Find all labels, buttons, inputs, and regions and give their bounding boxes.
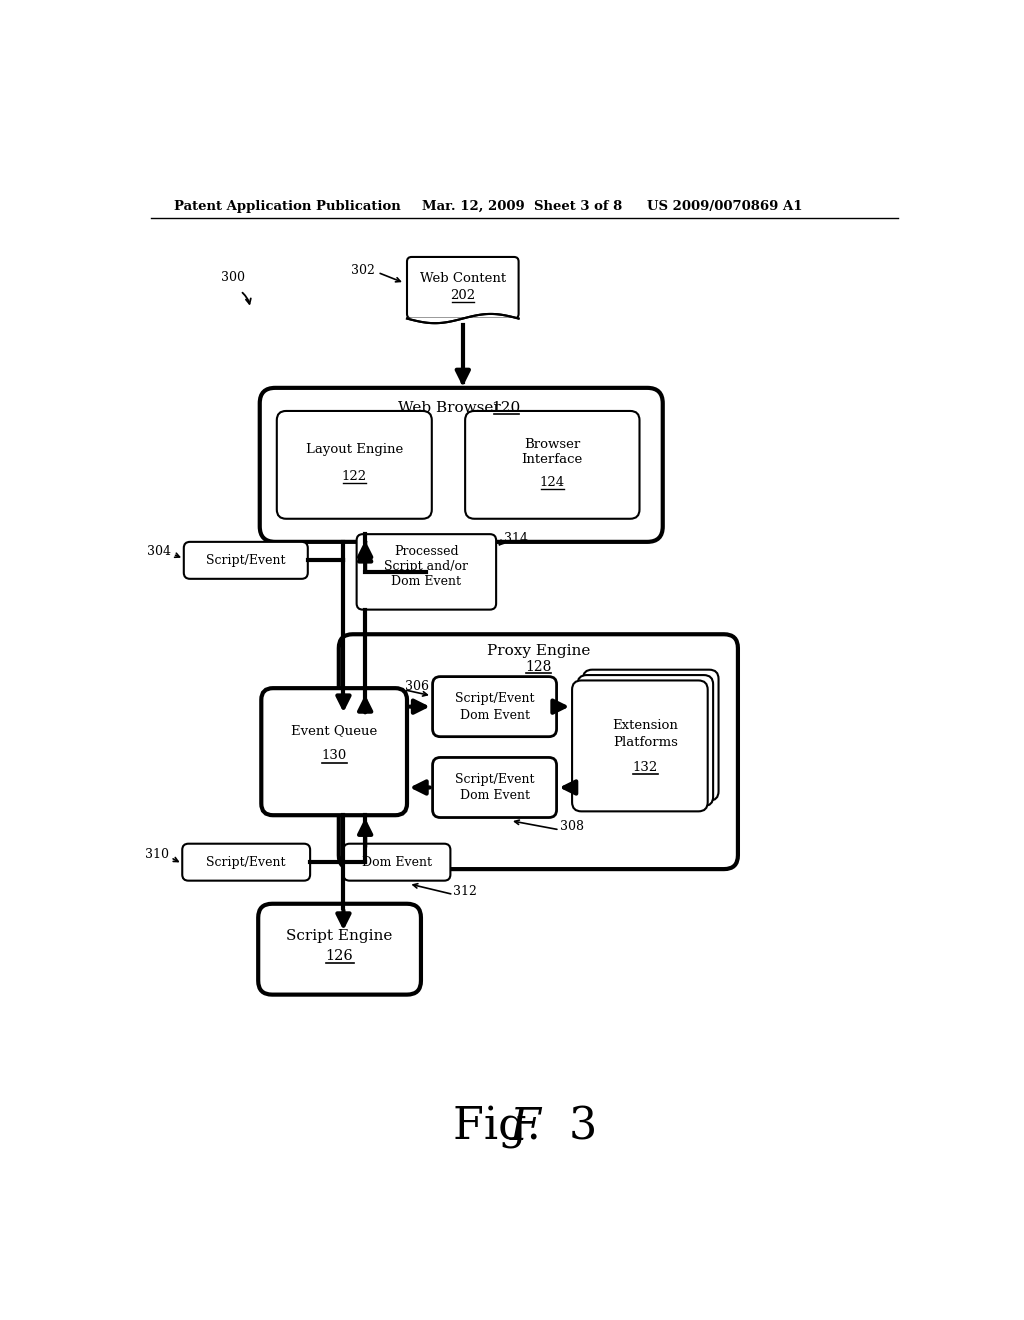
FancyBboxPatch shape — [578, 675, 713, 807]
Text: Proxy Engine: Proxy Engine — [486, 644, 590, 659]
FancyBboxPatch shape — [407, 257, 518, 318]
FancyBboxPatch shape — [183, 543, 308, 579]
Text: 306: 306 — [404, 680, 429, 693]
Text: 202: 202 — [451, 289, 475, 302]
Text: Dom Event: Dom Event — [391, 576, 462, 589]
FancyBboxPatch shape — [465, 411, 640, 519]
Text: Script Engine: Script Engine — [287, 929, 393, 942]
Text: 132: 132 — [633, 760, 658, 774]
Text: Dom Event: Dom Event — [460, 789, 529, 803]
FancyBboxPatch shape — [432, 758, 557, 817]
Text: Extension: Extension — [612, 718, 678, 731]
Text: 128: 128 — [525, 660, 552, 673]
FancyBboxPatch shape — [339, 635, 738, 869]
FancyBboxPatch shape — [343, 843, 451, 880]
Text: Layout Engine: Layout Engine — [306, 444, 402, 455]
Text: Interface: Interface — [521, 453, 583, 466]
Text: Platforms: Platforms — [613, 735, 678, 748]
Text: 314: 314 — [504, 532, 528, 545]
FancyBboxPatch shape — [432, 677, 557, 737]
Text: Script and/or: Script and/or — [384, 560, 468, 573]
Text: 304: 304 — [146, 545, 171, 557]
Text: Event Queue: Event Queue — [291, 723, 377, 737]
Text: 130: 130 — [322, 750, 347, 763]
Text: Web Browser: Web Browser — [398, 401, 501, 414]
Text: 302: 302 — [350, 264, 375, 277]
Text: 124: 124 — [540, 477, 565, 490]
FancyBboxPatch shape — [572, 681, 708, 812]
Text: Script/Event: Script/Event — [455, 772, 535, 785]
Text: Fig.  3: Fig. 3 — [453, 1105, 597, 1148]
Text: 120: 120 — [492, 401, 521, 414]
Text: 312: 312 — [454, 884, 477, 898]
FancyBboxPatch shape — [258, 904, 421, 995]
Text: Dom Event: Dom Event — [361, 855, 432, 869]
Text: Dom Event: Dom Event — [460, 709, 529, 722]
Text: 300: 300 — [221, 271, 245, 284]
FancyBboxPatch shape — [260, 388, 663, 543]
Text: Mar. 12, 2009  Sheet 3 of 8: Mar. 12, 2009 Sheet 3 of 8 — [423, 199, 623, 213]
FancyBboxPatch shape — [356, 535, 496, 610]
Text: Script/Event: Script/Event — [455, 692, 535, 705]
Text: Processed: Processed — [394, 545, 459, 557]
FancyBboxPatch shape — [182, 843, 310, 880]
Text: 310: 310 — [145, 847, 169, 861]
Text: Browser: Browser — [524, 437, 581, 450]
Text: US 2009/0070869 A1: US 2009/0070869 A1 — [647, 199, 803, 213]
FancyBboxPatch shape — [583, 669, 719, 800]
Text: F: F — [509, 1105, 541, 1148]
Text: 126: 126 — [326, 949, 353, 964]
FancyBboxPatch shape — [276, 411, 432, 519]
Text: Script/Event: Script/Event — [207, 855, 286, 869]
Text: Web Content: Web Content — [420, 272, 506, 285]
Text: Patent Application Publication: Patent Application Publication — [174, 199, 401, 213]
Text: 122: 122 — [342, 470, 367, 483]
Text: 308: 308 — [560, 820, 585, 833]
Text: Script/Event: Script/Event — [206, 554, 286, 566]
FancyBboxPatch shape — [261, 688, 407, 816]
